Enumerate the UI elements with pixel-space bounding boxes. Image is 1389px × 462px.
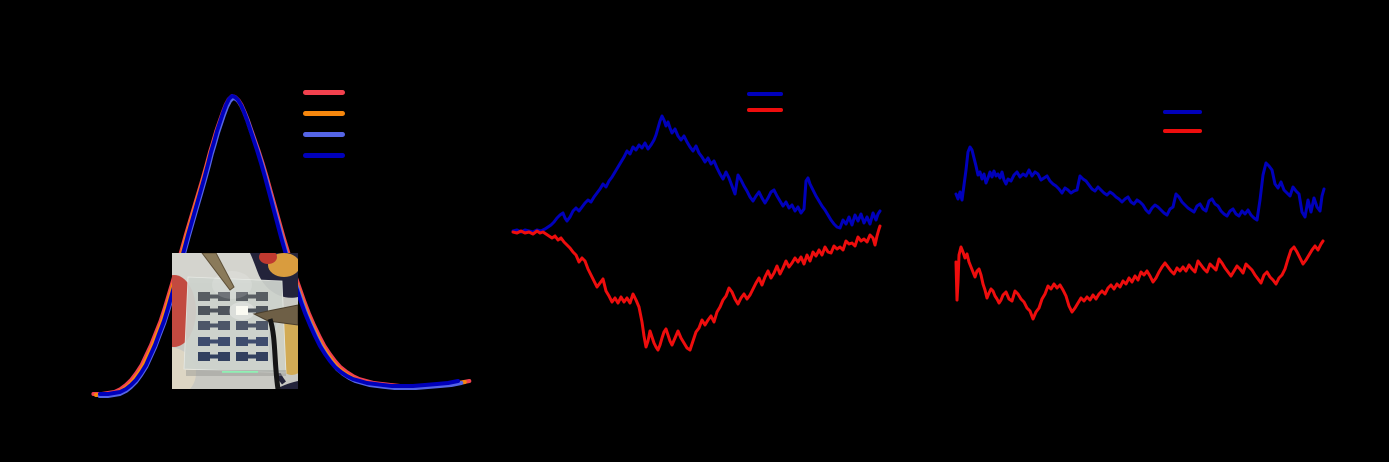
legend-swatch-blue	[1163, 110, 1202, 114]
legend-swatch-blue	[747, 92, 783, 96]
electrode-pad	[256, 321, 268, 330]
electrode-bar	[210, 354, 218, 359]
electrode-pad	[218, 352, 230, 361]
electrode-pad	[198, 292, 210, 301]
electrode-pad	[256, 337, 268, 346]
electrode-pad	[198, 306, 210, 315]
electrode-pad	[236, 352, 248, 361]
electrode-pad	[236, 292, 248, 301]
electrode-pad	[236, 337, 248, 346]
electrode-pad	[198, 352, 210, 361]
electrode-bar	[210, 339, 218, 344]
legend-swatch-navy	[303, 153, 345, 158]
edge-emission-glow	[222, 371, 258, 373]
electrode-bar	[248, 354, 256, 359]
electrode-pad	[236, 321, 248, 330]
electrode-array	[198, 292, 268, 361]
lit-pixel	[236, 306, 248, 315]
legend-swatch-red	[1163, 129, 1202, 133]
substrate-shadow	[186, 370, 286, 376]
legend-swatch-red	[747, 108, 783, 112]
electrode-bar	[248, 339, 256, 344]
electrode-bar	[248, 294, 256, 299]
electrode-pad	[218, 292, 230, 301]
legend-swatch-orange	[303, 111, 345, 116]
electrode-pad	[218, 306, 230, 315]
electrode-bar	[248, 308, 256, 313]
electrode-pad	[198, 321, 210, 330]
electrode-pad	[256, 292, 268, 301]
left-spectra-panel	[91, 94, 472, 398]
legend-swatch-periwinkle	[303, 132, 345, 137]
electrode-pad	[256, 306, 268, 315]
electrode-bar	[210, 308, 218, 313]
electrode-bar	[248, 323, 256, 328]
legend-swatch-red	[303, 90, 345, 95]
spectrum-navy	[98, 94, 460, 396]
middle-transient-panel	[511, 114, 882, 352]
stability-red	[954, 239, 1325, 321]
electrode-bar	[210, 323, 218, 328]
device-photo-inset	[140, 250, 310, 399]
stability-blue	[954, 145, 1326, 222]
top-probe-tip	[200, 252, 235, 291]
trace-negative-red	[511, 224, 882, 352]
electrode-bar	[210, 294, 218, 299]
electrode-pad	[198, 337, 210, 346]
device-photo-svg	[140, 250, 310, 399]
electrode-pad	[256, 352, 268, 361]
middle-panel-legend	[747, 92, 783, 124]
electrode-pad	[218, 321, 230, 330]
left-panel-legend	[303, 90, 345, 174]
trace-positive-blue	[511, 114, 882, 234]
right-stability-panel	[954, 145, 1326, 321]
probe-wire	[267, 318, 281, 390]
right-panel-legend	[1163, 110, 1202, 148]
electrode-pad	[218, 337, 230, 346]
